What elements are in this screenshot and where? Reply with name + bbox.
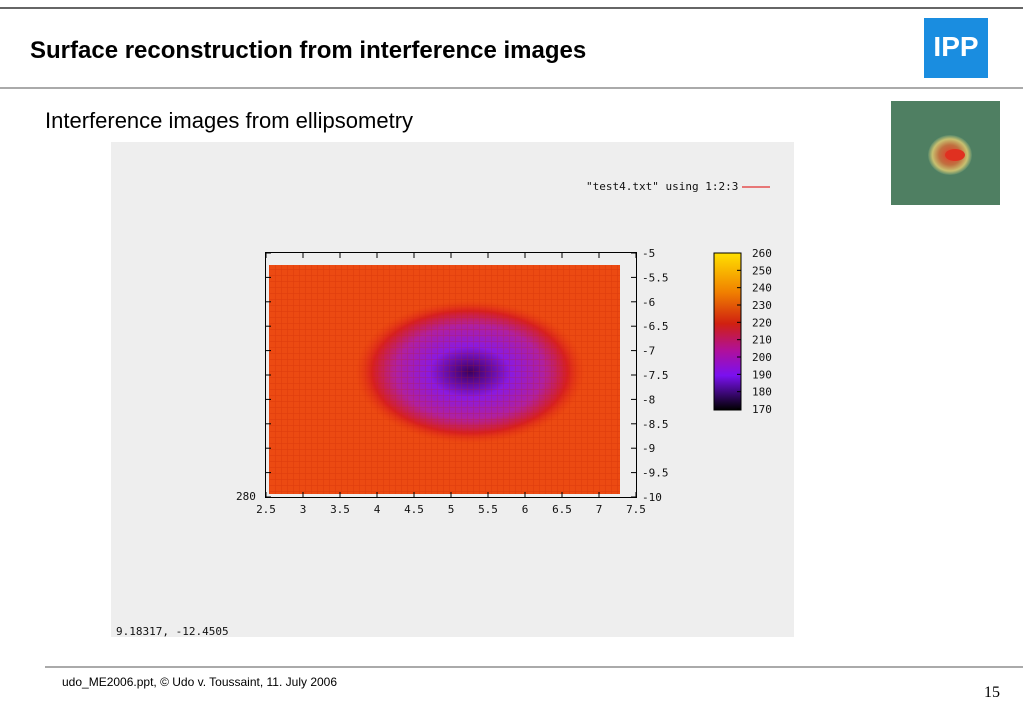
corner-label: 280 [236,490,256,503]
coordinate-readout: 9.18317, -12.4505 [116,625,229,638]
y-tick-label: -8.5 [642,418,669,431]
y-tick-label: -5 [642,247,655,260]
colorbar-tick-label: 170 [752,403,772,416]
x-tick-label: 5 [448,503,455,516]
page-number: 15 [984,684,1000,701]
y-tick-label: -9 [642,442,655,455]
x-tick-label: 7 [596,503,603,516]
colorbar-tick-label: 240 [752,282,772,295]
colorbar-tick-label: 230 [752,299,772,312]
heatmap [269,265,620,494]
y-tick-label: -7 [642,345,655,358]
slide-title: Surface reconstruction from interference… [30,37,586,64]
x-tick-label: 3.5 [330,503,350,516]
colorbar [713,252,742,411]
logo-text: IPP [933,31,978,62]
colorbar-tick-label: 180 [752,386,772,399]
x-tick-label: 6.5 [552,503,572,516]
x-tick-label: 7.5 [626,503,646,516]
x-tick-label: 6 [522,503,529,516]
x-tick-label: 2.5 [256,503,276,516]
x-tick-label: 3 [300,503,307,516]
y-tick-label: -5.5 [642,271,669,284]
colorbar-tick-label: 210 [752,334,772,347]
plot-frame [265,252,637,498]
colorbar-tick-label: 200 [752,351,772,364]
y-tick-label: -8 [642,393,655,406]
thumbnail [891,101,1000,205]
colorbar-tick-label: 190 [752,368,772,381]
subtitle: Interference images from ellipsometry [45,108,413,133]
footer-text: udo_ME2006.ppt, © Udo v. Toussaint, 11. … [62,675,337,689]
x-tick-label: 4 [374,503,381,516]
y-tick-label: -6 [642,296,655,309]
colorbar-tick-label: 220 [752,316,772,329]
x-tick-label: 4.5 [404,503,424,516]
logo [924,18,988,78]
y-tick-label: -7.5 [642,369,669,382]
colorbar-tick-label: 260 [752,247,772,260]
y-tick-label: -6.5 [642,320,669,333]
x-tick-label: 5.5 [478,503,498,516]
y-tick-label: -10 [642,491,662,504]
colorbar-tick-label: 250 [752,264,772,277]
y-tick-label: -9.5 [642,467,669,480]
legend-label: "test4.txt" using 1:2:3 [586,180,738,193]
